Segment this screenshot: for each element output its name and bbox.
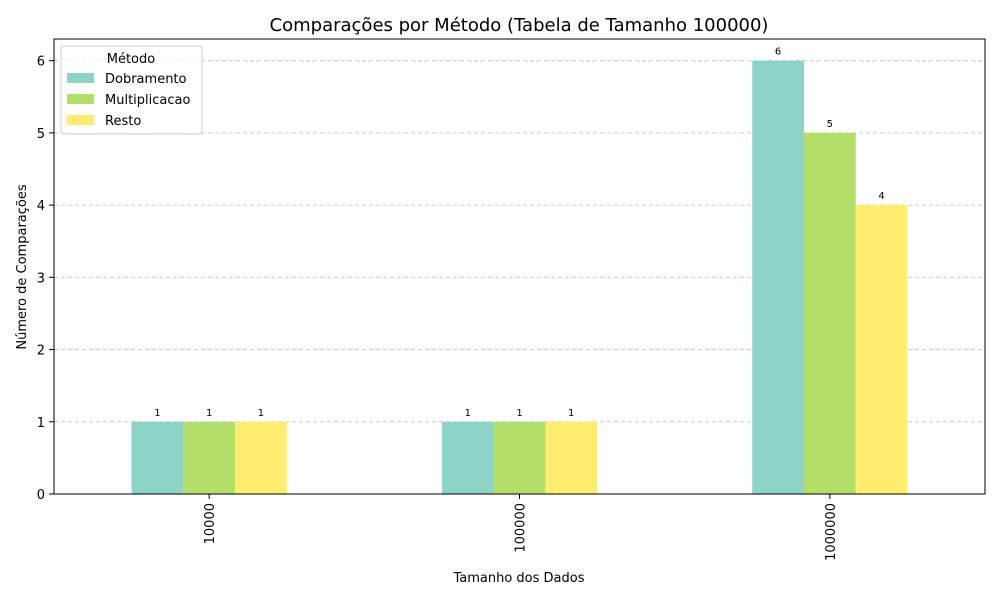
bar [545,421,598,494]
legend-swatch [67,94,94,104]
x-tick-label: 1000000 [824,503,839,561]
bars [131,60,908,495]
bar [752,60,804,495]
legend-label: Multiplicacao [105,93,190,108]
y-axis-label: Número de Comparações [15,184,30,349]
bar-value-label: 1 [154,408,160,419]
bar-value-label: 1 [568,408,574,419]
chart-title: Comparações por Método (Tabela de Tamanh… [270,15,769,36]
x-axis: 10000 100000 1000000 [203,494,839,561]
bar-value-label: 1 [206,408,212,419]
x-tick-label: 10000 [203,503,218,544]
legend-label: Dobramento [105,72,187,87]
legend-swatch [67,73,94,83]
y-tick-label: 2 [37,344,45,359]
bar-value-label: 4 [878,191,884,202]
bar-value-label: 1 [516,408,522,419]
y-tick-label: 0 [37,488,45,503]
y-tick-label: 5 [37,127,45,142]
bar [855,205,908,494]
legend-label: Resto [105,114,141,129]
y-tick-label: 4 [37,199,45,214]
y-axis: 0 1 2 3 4 5 6 [37,55,54,503]
bar [131,421,184,494]
bar [235,421,287,494]
bar-value-label: 1 [465,408,471,419]
bar-value-label: 5 [827,119,833,130]
bar-value-label: 1 [258,408,264,419]
legend-box [60,45,203,135]
legend: Método Dobramento Multiplicacao Resto [60,45,203,135]
bar [493,421,546,494]
bar [441,421,494,494]
y-tick-label: 1 [37,416,45,431]
y-tick-label: 3 [37,271,45,286]
x-tick-label: 100000 [514,503,529,553]
legend-swatch [67,115,94,125]
bar-value-label: 6 [775,47,781,58]
bar [803,132,856,494]
legend-title: Método [107,52,156,67]
x-axis-label: Tamanho dos Dados [452,571,584,586]
data-labels: 1 1 1 1 1 1 6 5 4 [154,47,884,419]
bar [183,421,236,494]
y-tick-label: 6 [37,55,45,70]
